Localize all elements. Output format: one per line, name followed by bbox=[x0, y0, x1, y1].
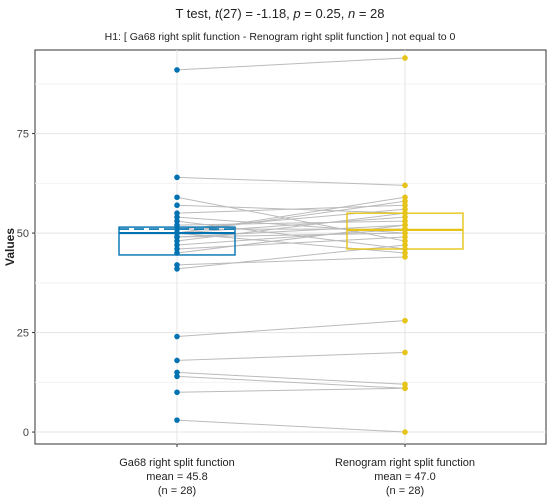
data-point bbox=[174, 250, 180, 256]
x-category-2-n: (n = 28) bbox=[386, 485, 424, 497]
data-point bbox=[402, 198, 408, 205]
pair-line bbox=[176, 176, 406, 186]
data-point bbox=[174, 238, 180, 244]
y-axis-label: Values bbox=[3, 228, 17, 266]
data-point bbox=[174, 226, 180, 232]
y-tick-label: 0 bbox=[23, 427, 29, 439]
data-point bbox=[402, 210, 408, 216]
data-point bbox=[402, 206, 408, 212]
data-point bbox=[402, 238, 408, 244]
pair-line bbox=[176, 220, 406, 226]
pair-line bbox=[176, 224, 406, 238]
data-point bbox=[174, 234, 180, 240]
data-points bbox=[174, 55, 408, 435]
data-point bbox=[402, 349, 408, 356]
pair-line bbox=[176, 212, 406, 242]
data-point bbox=[174, 210, 180, 216]
data-point bbox=[402, 317, 408, 324]
data-point bbox=[174, 333, 180, 340]
pair-line bbox=[176, 351, 406, 361]
data-point bbox=[174, 174, 180, 181]
data-point bbox=[402, 250, 408, 256]
data-point bbox=[402, 234, 408, 240]
data-point bbox=[402, 194, 408, 201]
data-point bbox=[402, 55, 408, 61]
data-point bbox=[174, 67, 180, 73]
data-point bbox=[174, 369, 180, 376]
x-category-2-name: Renogram right split function bbox=[335, 457, 475, 469]
x-category-1-n: (n = 28) bbox=[158, 485, 196, 497]
pair-line bbox=[176, 228, 406, 246]
data-point bbox=[402, 226, 408, 232]
plot-panel bbox=[34, 49, 547, 445]
pair-line bbox=[176, 371, 406, 385]
data-point bbox=[174, 214, 180, 220]
pair-line bbox=[176, 387, 406, 393]
data-point bbox=[174, 230, 180, 236]
pair-line bbox=[176, 320, 406, 338]
data-point bbox=[174, 373, 180, 380]
data-point bbox=[402, 254, 408, 260]
data-point bbox=[402, 214, 408, 220]
y-tick-label: 75 bbox=[17, 129, 29, 141]
data-point bbox=[174, 222, 180, 228]
x-category-1-mean: mean = 45.8 bbox=[146, 471, 207, 483]
pair-line bbox=[176, 419, 406, 433]
pair-line bbox=[176, 57, 406, 71]
data-point bbox=[174, 246, 180, 252]
data-point bbox=[174, 262, 180, 268]
pair-line bbox=[176, 375, 406, 389]
data-point bbox=[402, 222, 408, 228]
chart-subtitle: H1: [ Ga68 right split function - Renogr… bbox=[105, 31, 456, 43]
data-point bbox=[402, 246, 408, 252]
data-point bbox=[174, 266, 180, 272]
data-point bbox=[402, 242, 408, 248]
data-point bbox=[402, 202, 408, 209]
data-point bbox=[402, 230, 408, 236]
data-point bbox=[402, 429, 408, 435]
data-point bbox=[174, 389, 180, 396]
x-category-2-mean: mean = 47.0 bbox=[374, 471, 435, 483]
pair-line bbox=[176, 236, 406, 250]
data-point bbox=[402, 182, 408, 189]
data-point bbox=[174, 242, 180, 248]
data-point bbox=[174, 202, 180, 209]
data-point bbox=[402, 381, 408, 388]
data-point bbox=[402, 218, 408, 224]
chart-title: T test, t(27) = -1.18, p = 0.25, n = 28 bbox=[175, 6, 384, 21]
y-tick-label: 50 bbox=[17, 228, 29, 240]
data-point bbox=[174, 417, 180, 423]
data-point bbox=[174, 357, 180, 364]
data-point bbox=[402, 385, 408, 392]
pair-line bbox=[176, 256, 406, 266]
x-category-1-name: Ga68 right split function bbox=[119, 457, 235, 469]
data-point bbox=[174, 194, 180, 201]
y-axis-ticks: 0 25 50 75 bbox=[17, 129, 406, 447]
y-tick-label: 25 bbox=[17, 328, 29, 340]
data-point bbox=[174, 218, 180, 224]
